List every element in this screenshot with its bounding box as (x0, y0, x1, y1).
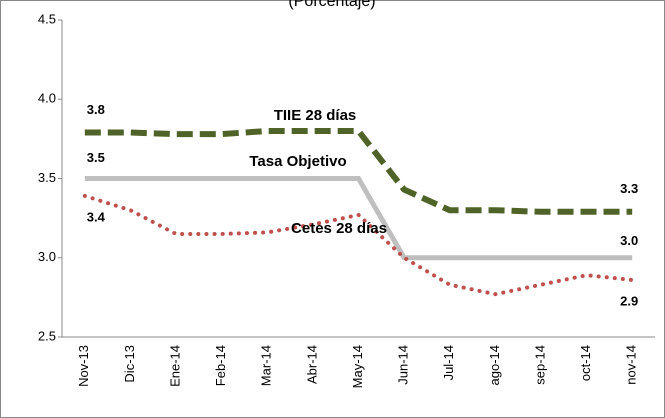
chart-title: (Porcentaje) (288, 0, 375, 10)
y-tick-label: 4.5 (38, 11, 56, 26)
y-tick-label: 4.0 (38, 91, 56, 106)
series-line (84, 127, 633, 215)
series-line (84, 176, 633, 261)
y-tick-label: 2.5 (38, 328, 56, 343)
x-tick-label: Ene-14 (167, 345, 182, 387)
x-tick-label: sep-14 (532, 345, 547, 385)
y-tick-label: 3.0 (38, 249, 56, 264)
data-label: 3.5 (87, 150, 105, 165)
x-tick-label: Mar-14 (259, 345, 274, 386)
x-tick-label: oct-14 (578, 345, 593, 381)
data-label: 3.3 (620, 181, 638, 196)
x-tick-label: Abr-14 (304, 345, 319, 384)
series-label: TIIE 28 días (274, 107, 357, 124)
series-line (82, 193, 635, 297)
x-tick-label: nov-14 (624, 345, 639, 385)
x-tick-label: Jul-14 (441, 345, 456, 380)
data-label: 3.4 (87, 209, 106, 224)
x-tick-label: Dic-13 (122, 345, 137, 383)
x-tick-label: Feb-14 (213, 345, 228, 386)
x-tick-label: Jun-14 (396, 345, 411, 385)
x-tick-label: Nov-13 (76, 345, 91, 387)
data-label: 3.0 (620, 233, 638, 248)
x-tick-label: May-14 (350, 345, 365, 388)
series-label: Tasa Objetivo (249, 153, 346, 170)
data-label: 2.9 (620, 293, 638, 308)
data-label: 3.8 (87, 102, 105, 117)
y-tick-label: 3.5 (38, 170, 56, 185)
x-tick-label: ago-14 (487, 345, 502, 385)
series-label: Cetes 28 días (291, 220, 387, 237)
